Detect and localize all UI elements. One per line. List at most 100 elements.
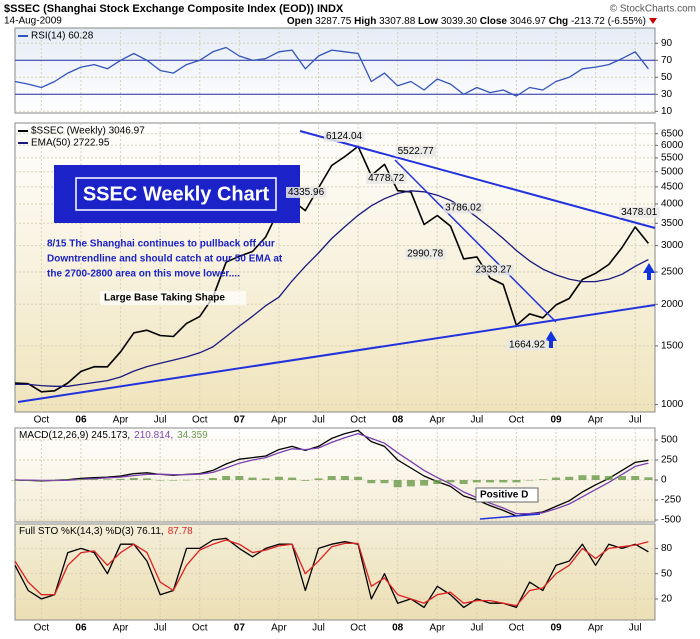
histogram-bar bbox=[182, 479, 191, 481]
price-label: 1664.92 bbox=[506, 339, 548, 351]
series-line bbox=[14, 537, 649, 609]
header-title: $SSEC (Shanghai Stock Exchange Composite… bbox=[4, 3, 344, 15]
y-tick-label: 1500 bbox=[661, 341, 684, 352]
y-tick-label: 10 bbox=[661, 106, 673, 117]
price-label: 4335.96 bbox=[285, 186, 327, 198]
y-tick-label: 20 bbox=[661, 594, 673, 605]
quote-value: 3307.88 bbox=[379, 16, 416, 27]
label-bg bbox=[475, 487, 539, 503]
x-tick-label: 09 bbox=[550, 415, 562, 426]
x-tick-label: Oct bbox=[34, 415, 50, 426]
panel bbox=[14, 523, 656, 621]
y-tick-label: 4000 bbox=[661, 199, 684, 210]
downtrend-line bbox=[299, 130, 656, 229]
histogram-bar bbox=[103, 479, 112, 480]
panel bbox=[14, 27, 656, 114]
histogram-bar bbox=[538, 479, 547, 480]
series-line bbox=[14, 432, 649, 515]
histogram-bar bbox=[116, 478, 125, 480]
x-tick-label: Jul bbox=[470, 623, 483, 634]
label-bg bbox=[100, 291, 246, 305]
y-tick-label: 6500 bbox=[661, 128, 684, 139]
y-tick-label: -500 bbox=[661, 515, 681, 526]
quote-value: 3039.30 bbox=[441, 16, 478, 27]
price-label: 3478.01 bbox=[619, 206, 660, 218]
quote-label: Low bbox=[418, 16, 438, 27]
y-tick-label: 6000 bbox=[661, 140, 684, 151]
x-tick-label: Jul bbox=[312, 623, 325, 634]
histogram-bar bbox=[340, 476, 349, 480]
histogram-bar bbox=[486, 480, 495, 483]
histogram-bar bbox=[565, 476, 574, 480]
trend-line-2008 bbox=[394, 159, 557, 323]
histogram-bar bbox=[578, 475, 587, 480]
histogram-bar bbox=[459, 480, 468, 484]
x-tick-label: Jul bbox=[154, 415, 167, 426]
divergence-line bbox=[479, 513, 541, 520]
quote-label: Open bbox=[287, 16, 313, 27]
histogram-bar bbox=[512, 480, 521, 483]
legend-entry: Full STO %K(14,3) %D(3) 76.11, bbox=[19, 526, 164, 537]
x-tick-label: Oct bbox=[192, 415, 208, 426]
y-tick-label: 3500 bbox=[661, 218, 684, 229]
y-tick-label: 1000 bbox=[661, 399, 684, 410]
y-tick-label: 2500 bbox=[661, 267, 684, 278]
quote-value: -213.72 (-6.55%) bbox=[571, 16, 646, 27]
y-tick-label: 5500 bbox=[661, 153, 684, 164]
quote-label: Close bbox=[480, 16, 508, 27]
x-tick-label: Jul bbox=[154, 623, 167, 634]
quote-label: High bbox=[354, 16, 376, 27]
histogram-bar bbox=[208, 478, 217, 480]
x-tick-label: Jul bbox=[629, 415, 642, 426]
histogram-bar bbox=[552, 477, 561, 480]
price-label-bg bbox=[405, 248, 446, 260]
y-tick-label: 0 bbox=[661, 475, 667, 486]
legend: MACD(12,26,9) 245.173, 210.814, 34.359 bbox=[19, 430, 208, 441]
panel bbox=[14, 427, 656, 523]
x-tick-label: Oct bbox=[192, 623, 208, 634]
histogram-bar bbox=[169, 480, 178, 481]
x-tick-label: Oct bbox=[509, 415, 525, 426]
price-label-text: 3786.02 bbox=[445, 203, 482, 214]
price-label-text: 1664.92 bbox=[509, 339, 546, 350]
y-tick-label: 5000 bbox=[661, 166, 684, 177]
annotations: SSEC Weekly Chart 8/15 The Shanghai cont… bbox=[17, 130, 660, 520]
price-label-bg bbox=[366, 172, 407, 184]
histogram-bar bbox=[380, 480, 389, 484]
quote-label: Chg bbox=[549, 16, 568, 27]
histogram-bar bbox=[420, 480, 429, 486]
histogram-bar bbox=[446, 480, 455, 483]
quote: Open 3287.75 High 3307.88 Low 3039.30 Cl… bbox=[287, 16, 646, 27]
x-tick-label: Apr bbox=[113, 623, 129, 634]
price-label-text: 3478.01 bbox=[621, 207, 658, 218]
y-tick-label: 50 bbox=[661, 72, 673, 83]
y-tick-label: 500 bbox=[661, 435, 678, 446]
price-label-text: 6124.04 bbox=[326, 131, 363, 142]
y-tick-label: 90 bbox=[661, 38, 673, 49]
histogram-bar bbox=[222, 476, 231, 480]
y-tick-label: 2000 bbox=[661, 299, 684, 310]
plot-area: 90 70 50 30 10 RSI(14) 60.28 Oct 06 Apr Jul Oct 07 A… bbox=[11, 27, 684, 634]
histogram-bar bbox=[90, 479, 99, 480]
arrow bbox=[545, 331, 557, 348]
y-tick-label: 30 bbox=[661, 89, 673, 100]
price-label-text: 2333.27 bbox=[475, 265, 512, 276]
x-tick-label: Jul bbox=[312, 415, 325, 426]
x-tick-label: Apr bbox=[113, 415, 129, 426]
uptrend-line bbox=[17, 304, 656, 403]
histogram-bar bbox=[591, 475, 600, 480]
legend-entry: RSI(14) 60.28 bbox=[31, 31, 94, 42]
price-label-bg bbox=[395, 145, 437, 157]
histogram-bar bbox=[63, 479, 72, 480]
series-line bbox=[14, 539, 649, 607]
x-tick-label: Apr bbox=[588, 623, 604, 634]
price-label: 3786.02 bbox=[443, 202, 484, 214]
down-triangle bbox=[649, 18, 657, 24]
x-tick-label: 08 bbox=[392, 623, 404, 634]
price-label-text: 5522.77 bbox=[398, 146, 435, 157]
note-line: Downtrendline and should catch at our 50… bbox=[47, 254, 283, 265]
price-label-text: 2990.78 bbox=[407, 249, 444, 260]
note-line: 8/15 The Shanghai continues to pullback … bbox=[47, 239, 275, 250]
histogram-bar bbox=[604, 476, 613, 480]
